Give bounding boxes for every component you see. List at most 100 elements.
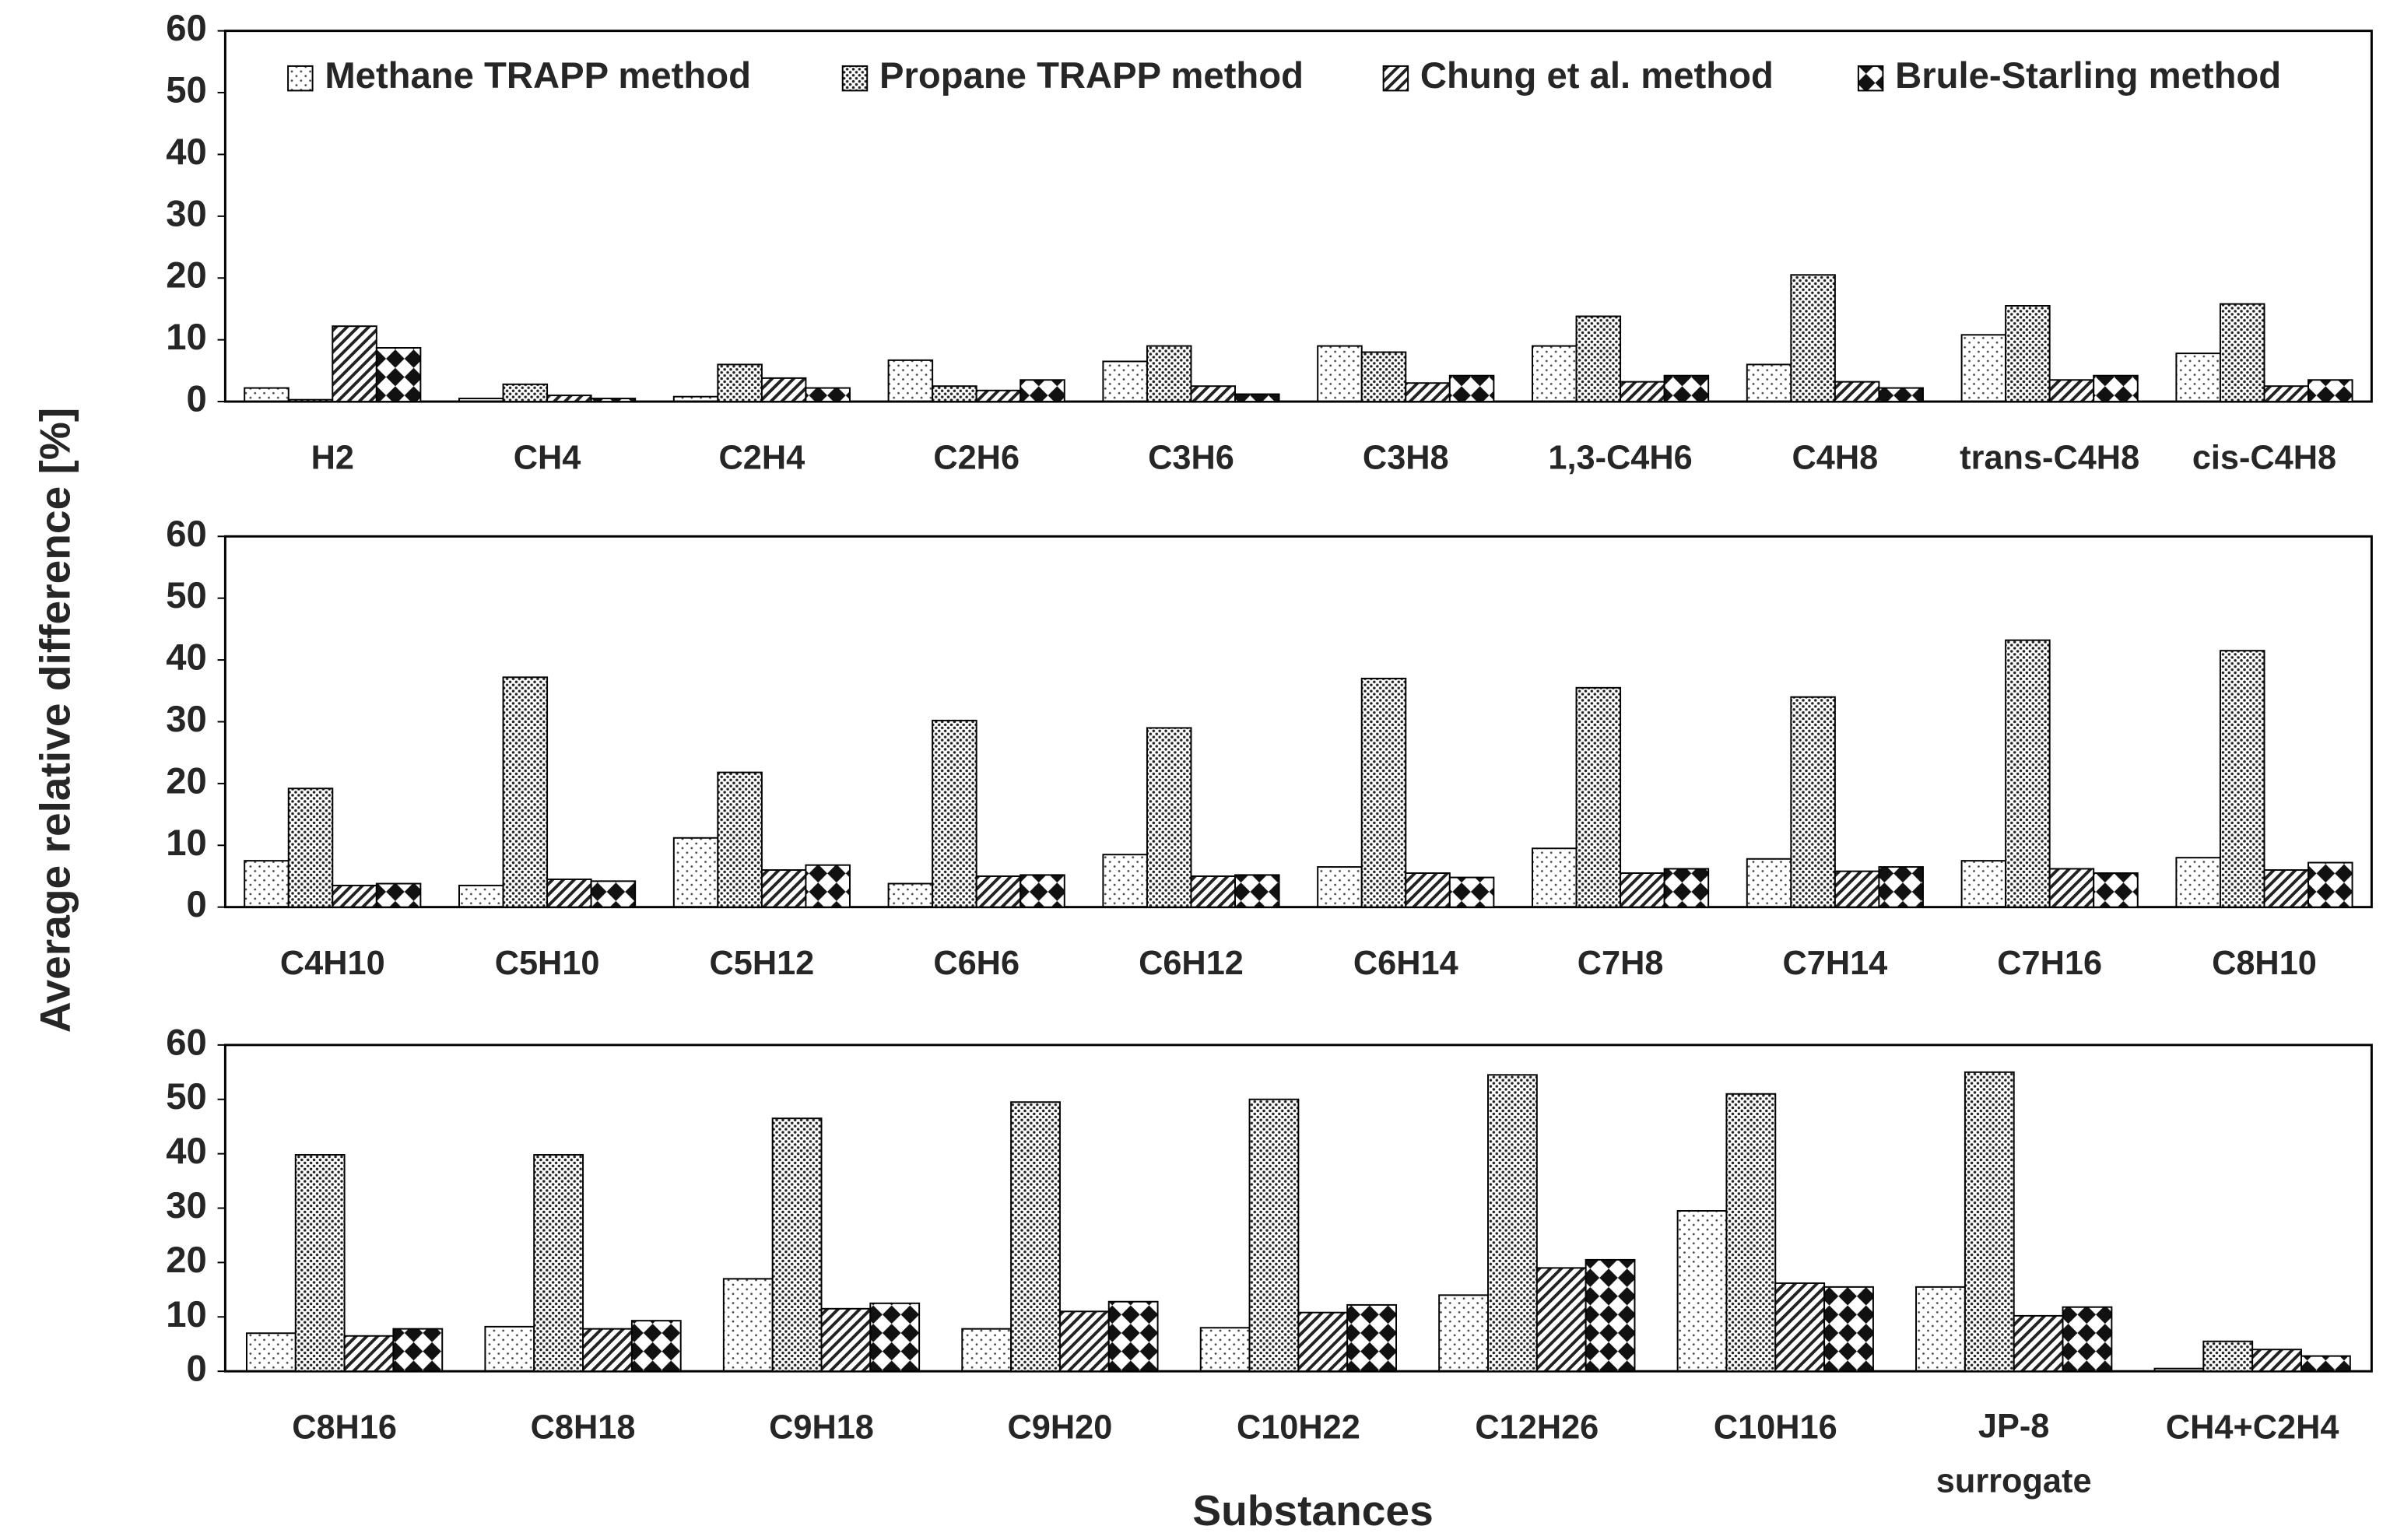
y-tick-label: 50 bbox=[166, 575, 207, 616]
bar bbox=[546, 878, 592, 908]
bar bbox=[1532, 345, 1578, 403]
bar bbox=[1190, 875, 1237, 908]
bar bbox=[2093, 872, 2139, 908]
x-tick-label: C8H16 bbox=[292, 1408, 397, 1446]
legend-label: Methane TRAPP method bbox=[325, 55, 751, 96]
x-tick-label: CH4+C2H4 bbox=[2166, 1408, 2339, 1446]
bar bbox=[2251, 1349, 2302, 1373]
bar bbox=[1834, 870, 1880, 908]
x-tick-label: C10H22 bbox=[1237, 1408, 1360, 1446]
bar bbox=[1020, 874, 1065, 908]
x-tick-label: C4H8 bbox=[1792, 439, 1879, 476]
bar bbox=[672, 395, 719, 403]
x-tick-label: C6H12 bbox=[1139, 945, 1244, 982]
bar bbox=[1790, 696, 1836, 908]
legend-label: Chung et al. method bbox=[1420, 55, 1774, 96]
x-tick-label: C6H14 bbox=[1353, 945, 1458, 982]
x-tick-label: trans-C4H8 bbox=[1960, 439, 2139, 476]
bar bbox=[2062, 1306, 2113, 1373]
bar bbox=[1058, 1310, 1110, 1373]
bar bbox=[2175, 353, 2221, 403]
bar bbox=[1346, 1303, 1398, 1373]
bar bbox=[244, 860, 290, 908]
bar bbox=[1620, 381, 1665, 403]
legend-swatch bbox=[1857, 65, 1884, 92]
bar bbox=[1360, 677, 1407, 908]
bar bbox=[245, 1332, 297, 1373]
bar bbox=[771, 1117, 823, 1373]
bar bbox=[805, 387, 851, 403]
bar bbox=[672, 837, 719, 908]
bar bbox=[1834, 381, 1880, 403]
bar bbox=[2153, 1367, 2205, 1373]
bar bbox=[287, 398, 334, 403]
bar bbox=[1317, 866, 1363, 908]
bar bbox=[932, 385, 977, 403]
bar bbox=[590, 880, 637, 908]
y-tick-label: 20 bbox=[166, 1240, 207, 1281]
bar bbox=[1663, 868, 1710, 908]
bar bbox=[2013, 1314, 2064, 1373]
bar bbox=[887, 882, 934, 908]
bar bbox=[546, 395, 592, 403]
y-tick-label: 10 bbox=[166, 1294, 207, 1335]
bar bbox=[244, 387, 290, 403]
x-tick-label: C5H12 bbox=[709, 945, 814, 982]
bar bbox=[630, 1320, 682, 1373]
y-tick-label: 50 bbox=[166, 1076, 207, 1117]
bar bbox=[590, 398, 637, 403]
bar bbox=[502, 676, 549, 908]
bar bbox=[533, 1154, 584, 1373]
y-tick-label: 40 bbox=[166, 132, 207, 173]
x-tick-label: C3H8 bbox=[1363, 439, 1449, 476]
bar bbox=[458, 398, 504, 403]
bar bbox=[1146, 727, 1192, 908]
bar bbox=[1915, 1286, 1966, 1373]
legend-label: Brule-Starling method bbox=[1895, 55, 2281, 96]
x-tick-label: C7H16 bbox=[1997, 945, 2102, 982]
bar bbox=[932, 719, 977, 908]
bar bbox=[294, 1154, 346, 1373]
bar bbox=[2202, 1340, 2254, 1373]
y-tick-label: 60 bbox=[166, 1022, 207, 1063]
bar bbox=[722, 1278, 774, 1373]
bar bbox=[1878, 866, 1924, 908]
bar bbox=[2308, 379, 2353, 403]
bar bbox=[2308, 861, 2353, 908]
y-tick-label: 10 bbox=[166, 317, 207, 358]
bar bbox=[287, 788, 334, 908]
x-tick-label: cis-C4H8 bbox=[2192, 439, 2336, 476]
y-tick-label: 0 bbox=[186, 884, 206, 925]
bar bbox=[1532, 847, 1578, 908]
y-tick-label: 10 bbox=[166, 823, 207, 864]
bar bbox=[2093, 374, 2139, 403]
bar bbox=[2005, 639, 2051, 908]
y-tick-label: 40 bbox=[166, 637, 207, 679]
x-tick-label: C9H18 bbox=[769, 1408, 874, 1446]
bar bbox=[1199, 1327, 1251, 1373]
bar bbox=[2175, 857, 2221, 908]
bar bbox=[1190, 385, 1237, 403]
bar bbox=[392, 1328, 444, 1373]
bar bbox=[1248, 1098, 1300, 1373]
bar bbox=[1234, 393, 1280, 403]
bar bbox=[375, 346, 422, 403]
legend-swatch bbox=[841, 65, 869, 92]
bar bbox=[975, 875, 1022, 908]
y-tick-label: 20 bbox=[166, 760, 207, 802]
x-tick-label: 1,3-C4H6 bbox=[1548, 439, 1692, 476]
bar bbox=[375, 882, 422, 908]
bar bbox=[1317, 345, 1363, 403]
x-tick-label: JP-8 surrogate bbox=[1936, 1406, 2092, 1500]
bar bbox=[2005, 305, 2051, 403]
bar bbox=[1676, 1210, 1728, 1373]
y-tick-label: 30 bbox=[166, 193, 207, 234]
bar bbox=[1620, 872, 1665, 908]
bar bbox=[2048, 868, 2095, 908]
x-tick-label: C10H16 bbox=[1714, 1408, 1837, 1446]
x-tick-label: C12H26 bbox=[1475, 1408, 1599, 1446]
bar bbox=[1774, 1282, 1826, 1373]
y-tick-label: 60 bbox=[166, 514, 207, 555]
bar bbox=[1663, 374, 1710, 403]
